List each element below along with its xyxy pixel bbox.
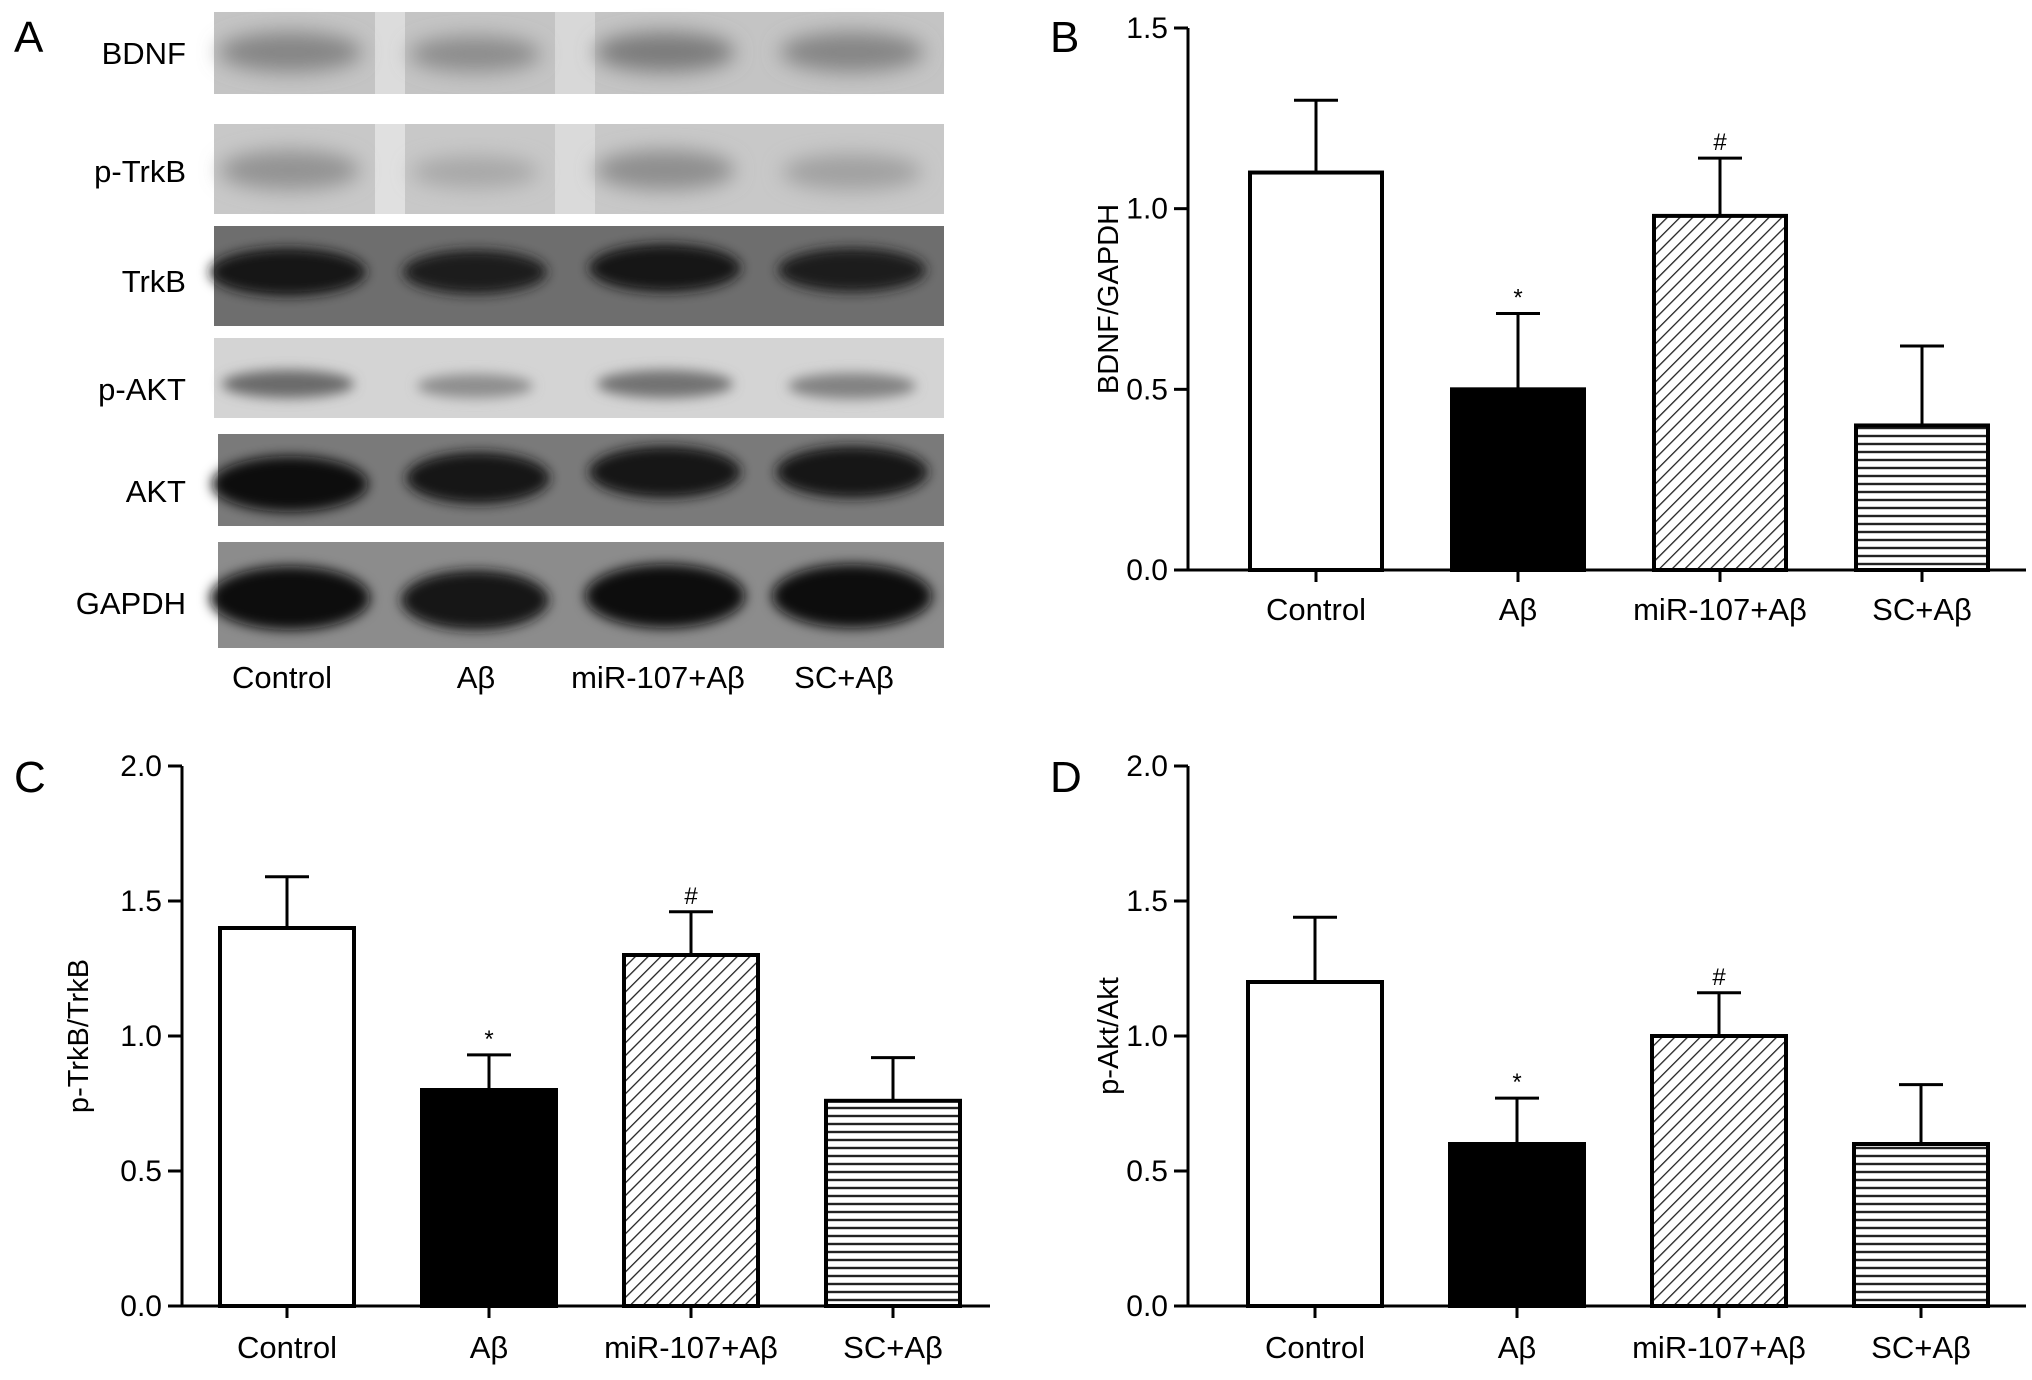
x-category-label: SC+Aβ [843,1330,943,1365]
blot-lane-label: Aβ [457,660,496,695]
bar [1650,1034,1788,1308]
blot-lane-label: miR-107+Aβ [571,660,745,695]
bar [622,953,760,1308]
blot-strip-gapdh [210,542,944,648]
y-tick-label: 1.5 [1126,12,1168,45]
panel-letter-b: B [1050,13,1079,62]
blot-row-label: BDNF [102,36,186,71]
blot-lane-label: SC+Aβ [794,660,894,695]
blot-row-label: TrkB [122,264,186,299]
bar [1450,387,1586,573]
x-category-label: SC+Aβ [1872,592,1972,627]
x-category-label: Control [1265,1330,1365,1365]
y-tick-label: 0.0 [1126,554,1168,587]
y-tick-label: 2.0 [1126,750,1168,783]
blot-strip-p-akt [214,338,944,418]
bar-chart-bdnf-gapdh: 0.0 0.5 1.0 1.5 BDNF/GAPDH Control * Aβ # miR-107… [1093,12,2026,627]
bar [1854,423,1990,573]
x-category-label: miR-107+Aβ [1633,592,1807,627]
bar [1246,980,1384,1308]
bar [1248,170,1384,573]
y-tick-label: 0.5 [1126,1155,1168,1188]
y-tick-label: 0.5 [1126,373,1168,406]
significance-mark: # [1713,129,1727,156]
western-blot-image [210,12,944,648]
y-tick-label: 2.0 [120,750,162,783]
x-category-label: Aβ [470,1330,509,1365]
significance-mark: # [684,883,698,910]
blot-row-label: AKT [126,474,186,509]
significance-mark: * [1512,1069,1521,1096]
bar-chart-p-akt-akt: 0.0 0.5 1.0 1.5 2.0 p-Akt/Akt Control * Aβ # miR-1… [1093,750,2026,1365]
blot-strip-p-trkb [214,124,944,214]
blot-strip-bdnf [214,12,944,94]
blot-strip-trkb [210,226,944,326]
y-tick-label: 1.5 [120,885,162,918]
panel-letter-c: C [14,753,46,802]
y-tick-label: 1.5 [1126,885,1168,918]
blot-strip-akt [212,434,944,526]
x-category-label: Aβ [1498,1330,1537,1365]
bar [420,1088,558,1308]
y-tick-label: 0.0 [120,1290,162,1323]
x-category-label: Aβ [1499,592,1538,627]
bar [1852,1142,1990,1308]
bar [824,1098,962,1309]
y-axis-label: p-TrkB/TrkB [63,959,95,1113]
y-tick-label: 1.0 [1126,1020,1168,1053]
x-category-label: miR-107+Aβ [1632,1330,1806,1365]
blot-row-label: GAPDH [76,586,186,621]
bar [1448,1142,1586,1308]
x-category-label: Control [1266,592,1366,627]
blot-row-label: p-TrkB [94,154,186,189]
significance-mark: * [484,1026,493,1053]
panel-letter-d: D [1050,753,1082,802]
significance-mark: * [1513,284,1522,311]
y-tick-label: 1.0 [1126,193,1168,226]
x-category-label: miR-107+Aβ [604,1330,778,1365]
blot-lane-label: Control [232,660,332,695]
bar-chart-p-trkb-trkb: 0.0 0.5 1.0 1.5 2.0 p-TrkB/TrkB Control * Aβ # miR… [63,750,990,1365]
panel-letter-a: A [14,13,44,62]
bar [1652,213,1788,572]
x-category-label: SC+Aβ [1871,1330,1971,1365]
x-category-label: Control [237,1330,337,1365]
blot-row-label: p-AKT [98,372,186,407]
y-tick-label: 0.0 [1126,1290,1168,1323]
significance-mark: # [1712,964,1726,991]
y-tick-label: 1.0 [120,1020,162,1053]
y-tick-label: 0.5 [120,1155,162,1188]
y-axis-label: BDNF/GAPDH [1093,204,1125,394]
y-axis-label: p-Akt/Akt [1093,977,1125,1095]
bar [218,926,356,1308]
